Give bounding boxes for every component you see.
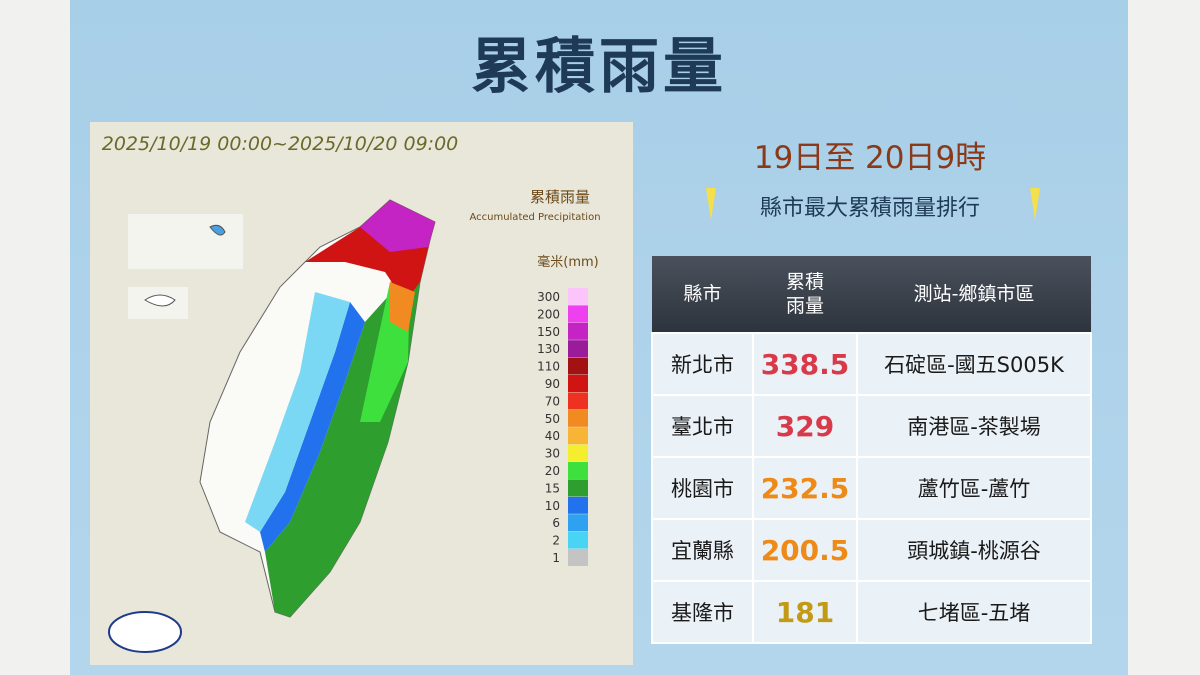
county-cell: 基隆市 xyxy=(651,580,754,644)
logo xyxy=(108,611,182,653)
legend-label: 20 xyxy=(545,464,560,478)
legend-title: 累積雨量 xyxy=(530,188,590,206)
rain-area xyxy=(245,292,350,532)
header-row: 縣市 累積 雨量 測站-鄉鎮市區 xyxy=(652,256,1091,333)
legend-swatch xyxy=(568,322,588,340)
amount-cell: 181 xyxy=(752,580,858,644)
county-cell: 臺北市 xyxy=(651,394,754,458)
inset xyxy=(128,214,243,269)
rain-area xyxy=(390,282,415,332)
legend-swatch xyxy=(568,496,588,514)
legend-unit: 毫米(mm) xyxy=(537,254,598,270)
station-cell: 南港區-茶製場 xyxy=(856,394,1092,458)
legend-label: 2 xyxy=(552,534,560,548)
legend-swatch xyxy=(568,392,588,410)
ranking-table: 縣市 累積 雨量 測站-鄉鎮市區 新北市 338.5 石碇區-國五S005K 臺北市 3… xyxy=(651,256,1092,644)
county-cell: 宜蘭縣 xyxy=(651,518,754,582)
legend-swatch xyxy=(568,427,588,445)
legend-label: 30 xyxy=(545,447,560,461)
station-cell: 七堵區-五堵 xyxy=(856,580,1092,644)
legend-label: 70 xyxy=(545,394,560,408)
quote-mark xyxy=(706,188,716,220)
legend-label: 130 xyxy=(537,342,560,356)
legend-swatch xyxy=(568,549,588,566)
amount-cell: 338.5 xyxy=(752,332,858,396)
time-range: 2025/10/19 00:00~2025/10/20 09:00 xyxy=(102,133,459,155)
header-cell: 累積 雨量 xyxy=(753,256,857,333)
legend-label: 6 xyxy=(552,516,560,530)
map-graphic: 2025/10/19 00:00~2025/10/20 09:00 累積雨量 A… xyxy=(102,133,601,653)
legend-swatch xyxy=(568,531,588,549)
station-cell: 蘆竹區-蘆竹 xyxy=(856,456,1092,520)
period: 19日至 20日9時 xyxy=(753,140,987,176)
legend-swatch xyxy=(568,288,588,305)
table-row: 桃園市 232.5 蘆竹區-蘆竹 xyxy=(651,456,1092,520)
county-cell: 桃園市 xyxy=(651,456,754,520)
legend-label: 150 xyxy=(537,325,560,339)
title: 累積雨量 xyxy=(471,32,727,102)
table-row: 基隆市 181 七堵區-五堵 xyxy=(651,580,1092,644)
legend-label: 1 xyxy=(552,551,560,565)
station-cell: 頭城鎮-桃源谷 xyxy=(856,518,1092,582)
panel: 累積雨量 2025/10/19 00:00~2025/10/20 09:00 累… xyxy=(70,0,1128,675)
table-row: 宜蘭縣 200.5 頭城鎮-桃源谷 xyxy=(651,518,1092,582)
legend-subtitle: Accumulated Precipitation xyxy=(469,212,600,223)
rain-area xyxy=(360,200,435,252)
header-cell: 測站-鄉鎮市區 xyxy=(857,256,1091,333)
legend-swatch xyxy=(568,462,588,479)
legend-swatch xyxy=(568,479,588,497)
legend-label: 200 xyxy=(537,307,560,321)
legend-swatch xyxy=(568,340,588,358)
island xyxy=(144,294,176,307)
legend-swatch xyxy=(568,409,588,427)
table-row: 臺北市 329 南港區-茶製場 xyxy=(651,394,1092,458)
amount-cell: 329 xyxy=(752,394,858,458)
legend-label: 300 xyxy=(537,290,560,304)
county-cell: 新北市 xyxy=(651,332,754,396)
rain-area xyxy=(260,302,365,552)
table-row: 新北市 338.5 石碇區-國五S005K xyxy=(651,332,1092,396)
rain-map: 2025/10/19 00:00~2025/10/20 09:00 累積雨量 A… xyxy=(90,122,633,665)
legend-swatch xyxy=(568,444,588,462)
island xyxy=(209,224,226,236)
legend-swatch xyxy=(568,375,588,392)
header-cell: 縣市 xyxy=(652,256,753,333)
legend-label: 50 xyxy=(545,412,560,426)
quote-mark xyxy=(1030,188,1040,220)
legend-label: 40 xyxy=(545,429,560,443)
legend-swatch xyxy=(568,514,588,532)
legend-label: 15 xyxy=(545,481,560,495)
amount-cell: 200.5 xyxy=(752,518,858,582)
legend-label: 110 xyxy=(537,360,560,374)
subtitle: 縣市最大累積雨量排行 xyxy=(759,196,980,221)
amount-cell: 232.5 xyxy=(752,456,858,520)
station-cell: 石碇區-國五S005K xyxy=(856,332,1092,396)
table-body: 新北市 338.5 石碇區-國五S005K 臺北市 329 南港區-茶製場 桃園市 232.5… xyxy=(651,332,1092,644)
legend-label: 10 xyxy=(545,499,560,513)
legend-label: 90 xyxy=(545,377,560,391)
legend-swatch xyxy=(568,357,588,375)
legend-swatch xyxy=(568,305,588,323)
